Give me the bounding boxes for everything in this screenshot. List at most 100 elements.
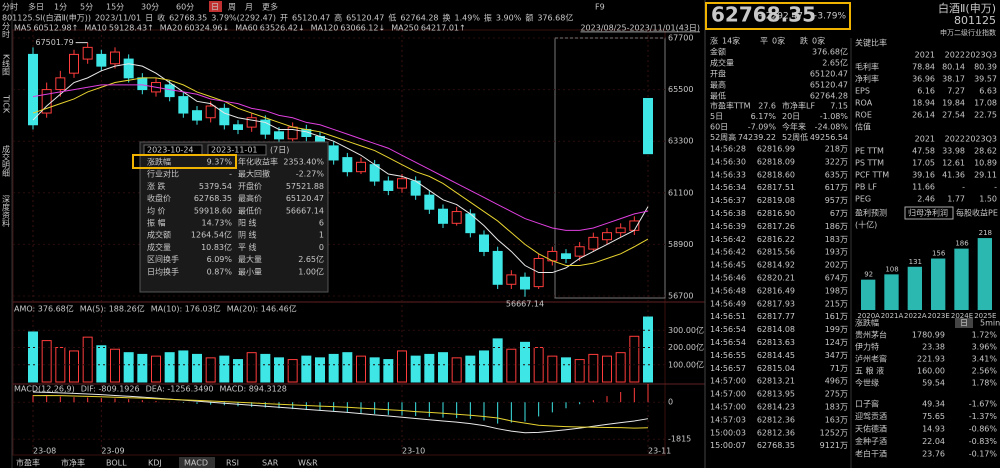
- info-item: 801125.SI(白酒Ⅱ(申万)): [2, 13, 91, 23]
- popup-value: 5379.54: [199, 182, 232, 191]
- stock-change: -1.67%: [969, 400, 998, 409]
- indicator-tab[interactable]: RSI: [226, 459, 239, 468]
- y-tick-label: 63300: [668, 137, 693, 146]
- period-tab[interactable]: 5分: [80, 3, 93, 12]
- trade-volume: 161万: [825, 312, 848, 321]
- row-label: ROE: [855, 111, 872, 120]
- popup-label: 阴 线: [238, 230, 257, 240]
- period-tab[interactable]: 更多: [262, 2, 278, 12]
- popup-value: 56667.14: [286, 206, 324, 215]
- trade-volume: 193万: [825, 248, 848, 257]
- row-value: 41.36: [942, 171, 965, 180]
- candle-body: [479, 234, 489, 252]
- stock-change: -0.17%: [969, 450, 998, 459]
- trade-volume: 71万: [830, 364, 848, 373]
- row-value: 39.57: [974, 75, 997, 84]
- stat-value: 65120.47: [810, 70, 848, 79]
- candle-body: [397, 178, 407, 189]
- popup-value: 2.65亿: [298, 254, 324, 264]
- indicator-tab[interactable]: W&R: [298, 459, 318, 468]
- indicator-tab[interactable]: BOLL: [106, 459, 127, 468]
- forecast-tab[interactable]: 归母净利润: [908, 208, 948, 218]
- stat-value: 62764.28: [810, 92, 848, 101]
- volume-bar: [205, 357, 216, 383]
- trade-time: 15:00:07: [710, 441, 746, 450]
- trade-price: 62816.90: [757, 209, 795, 218]
- period-tab[interactable]: 多日: [28, 2, 44, 12]
- forecast-tab[interactable]: PE: [988, 209, 998, 218]
- period-tab[interactable]: 1分: [54, 3, 67, 12]
- period-tab[interactable]: 30分: [141, 3, 159, 12]
- trade-price: 62815.04: [757, 364, 795, 373]
- stock-price: 22.04: [922, 437, 945, 446]
- trade-time: 14:56:42: [710, 235, 746, 244]
- indicator-tab[interactable]: SAR: [262, 459, 279, 468]
- indicator-tab[interactable]: MACD: [184, 459, 208, 468]
- volume-bar: [369, 357, 380, 383]
- forecast-tab[interactable]: 每股收益: [956, 208, 988, 218]
- trade-price: 62818.09: [757, 157, 795, 166]
- row-value: 12.61: [942, 159, 965, 168]
- volume-bar: [465, 355, 476, 383]
- row-value: 78.84: [912, 63, 935, 72]
- trade-price: 62816.99: [757, 145, 795, 154]
- candle-body: [82, 46, 93, 60]
- side-tab[interactable]: 分时: [2, 22, 11, 38]
- candle-body: [492, 250, 503, 285]
- period-tab[interactable]: 日: [211, 3, 219, 12]
- indicator-tab[interactable]: KDJ: [148, 459, 162, 468]
- volume-bar: [520, 341, 530, 383]
- ratio-value: 74239.22: [738, 133, 776, 142]
- side-tab[interactable]: 深度资料: [2, 195, 11, 228]
- trade-price: 62818.60: [757, 170, 795, 179]
- stat-value: 2.65亿: [822, 58, 848, 68]
- trade-time: 14:56:46: [710, 274, 746, 283]
- side-tab[interactable]: TICK: [2, 94, 11, 114]
- period-tab[interactable]: 15分: [106, 3, 124, 12]
- trade-price: 62817.26: [757, 222, 795, 231]
- ratio-value: 7.15: [830, 102, 848, 111]
- row-value: 33.98: [942, 147, 965, 156]
- trade-volume: 183万: [825, 235, 848, 244]
- period-tab[interactable]: 月: [245, 3, 253, 12]
- start-date[interactable]: 2023-10-24: [147, 146, 194, 155]
- end-date[interactable]: 2023-11-01: [211, 146, 258, 155]
- period-tab[interactable]: 分时: [2, 2, 18, 12]
- mover-tab[interactable]: 5min: [980, 319, 1000, 328]
- trade-time: 14:56:54: [710, 338, 746, 347]
- period-tab[interactable]: 60分: [176, 3, 194, 12]
- popup-value: 6.09%: [207, 255, 233, 264]
- stock-name: 今世缘: [855, 378, 879, 388]
- trade-price: 62816.49: [757, 286, 795, 295]
- indicator-tab[interactable]: 市盈率: [16, 458, 40, 468]
- trade-price: 62814.23: [757, 403, 795, 412]
- trade-price: 62817.51: [757, 183, 795, 192]
- hotkey: F9: [595, 3, 605, 12]
- indicator-tab[interactable]: 市净率: [61, 458, 85, 468]
- side-tab[interactable]: 成交明细: [2, 144, 11, 178]
- stock-name: 金种子酒: [855, 436, 887, 446]
- candle-body: [424, 194, 435, 210]
- candle-body: [55, 77, 66, 91]
- breadth: 平: [760, 37, 768, 46]
- mover-tab[interactable]: 日: [960, 319, 968, 328]
- row-value: 39.16: [912, 171, 935, 180]
- trade-time: 14:56:28: [710, 145, 746, 154]
- row-value: 1.77: [947, 195, 965, 204]
- tab-active: [904, 206, 954, 220]
- column-header: 2021: [915, 51, 935, 60]
- stat-label: 金额: [710, 47, 726, 57]
- trade-time: 14:57:00: [710, 403, 746, 412]
- breadth: 0家: [812, 36, 825, 46]
- trade-volume: 186万: [825, 222, 848, 231]
- stat-label: 最高: [710, 80, 726, 90]
- bar-value: 186: [955, 240, 969, 248]
- popup-label: 阳 线: [238, 218, 257, 228]
- popup-label: 涨 跌: [147, 181, 166, 191]
- ratio-value: 49256.54: [810, 133, 848, 142]
- row-value: 17.08: [974, 99, 997, 108]
- period-tab[interactable]: 周: [228, 3, 236, 12]
- side-tab[interactable]: K线图: [2, 54, 11, 76]
- stock-name: 伊力特: [855, 342, 879, 352]
- candle-body: [451, 211, 462, 224]
